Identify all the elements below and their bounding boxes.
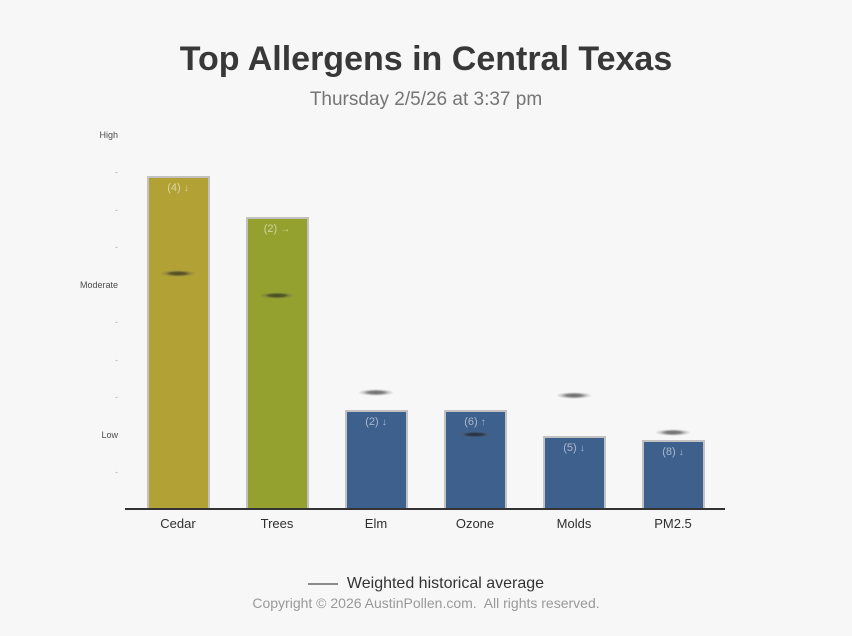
bar-molds: (5) ↓ xyxy=(542,436,606,509)
bar-value-label: (2) → xyxy=(248,223,307,236)
bar-trees: (2) → xyxy=(245,217,309,509)
bar-value-text: (8) xyxy=(662,446,676,459)
trend-arrow-icon: ↓ xyxy=(579,443,585,455)
bar-value-text: (2) xyxy=(365,416,379,429)
bar-value-text: (4) xyxy=(167,181,181,194)
bar-value-text: (5) xyxy=(563,442,577,455)
y-tick-dash: - xyxy=(115,167,118,177)
bar-value-label: (8) ↓ xyxy=(644,446,703,459)
category-label-cedar: Cedar xyxy=(160,516,196,531)
historical-average-marker-molds xyxy=(556,391,592,399)
y-tick-dash: - xyxy=(115,354,118,365)
y-tick-dash: - xyxy=(115,392,118,402)
y-tick-label-high: High xyxy=(99,129,118,140)
trend-arrow-icon: ↑ xyxy=(480,417,486,429)
bar-value-label: (4) ↓ xyxy=(149,182,208,195)
y-tick-label-moderate: Moderate xyxy=(79,279,118,290)
copyright-text: Copyright © 2026 AustinPollen.com. All r… xyxy=(252,595,600,611)
y-tick-label-low: Low xyxy=(101,429,118,440)
legend: Weighted historical average xyxy=(0,575,852,593)
category-label-ozone: Ozone xyxy=(455,516,495,531)
trend-arrow-icon: ↓ xyxy=(381,417,387,429)
x-axis-line xyxy=(125,508,725,510)
category-label-molds: Molds xyxy=(556,516,592,531)
historical-average-marker-ozone xyxy=(457,431,493,438)
trend-arrow-icon: ↓ xyxy=(183,182,189,194)
bar-elm: (2) ↓ xyxy=(344,410,408,509)
legend-label: Weighted historical average xyxy=(346,575,545,592)
trend-arrow-icon: ↓ xyxy=(678,447,684,459)
legend-line-swatch xyxy=(307,583,338,585)
y-tick-dash: - xyxy=(115,467,118,477)
chart-subtitle: Thursday 2/5/26 at 3:37 pm xyxy=(309,89,543,110)
bar-value-text: (6) xyxy=(464,416,478,429)
y-tick-dash: - xyxy=(115,242,118,252)
category-label-pm25: PM2.5 xyxy=(654,516,692,531)
chart-title: Top Allergens in Central Texas xyxy=(179,40,673,78)
historical-average-marker-cedar xyxy=(160,269,196,277)
bar-value-label: (6) ↑ xyxy=(446,416,505,429)
bar-value-label: (2) ↓ xyxy=(347,416,406,429)
trend-arrow-icon: → xyxy=(280,224,291,235)
historical-average-marker-trees xyxy=(259,292,295,300)
historical-average-marker-elm xyxy=(358,388,394,396)
category-label-elm: Elm xyxy=(364,516,388,531)
bar-pm25: (8) ↓ xyxy=(641,440,705,509)
bar-value-label: (5) ↓ xyxy=(545,442,604,455)
y-tick-dash: - xyxy=(115,204,118,215)
y-tick-dash: - xyxy=(115,317,118,327)
bar-value-text: (2) xyxy=(263,223,278,235)
bar-ozone: (6) ↑ xyxy=(443,410,507,509)
category-label-trees: Trees xyxy=(260,516,294,531)
historical-average-marker-pm25 xyxy=(655,429,691,437)
bar-cedar: (4) ↓ xyxy=(146,175,210,509)
